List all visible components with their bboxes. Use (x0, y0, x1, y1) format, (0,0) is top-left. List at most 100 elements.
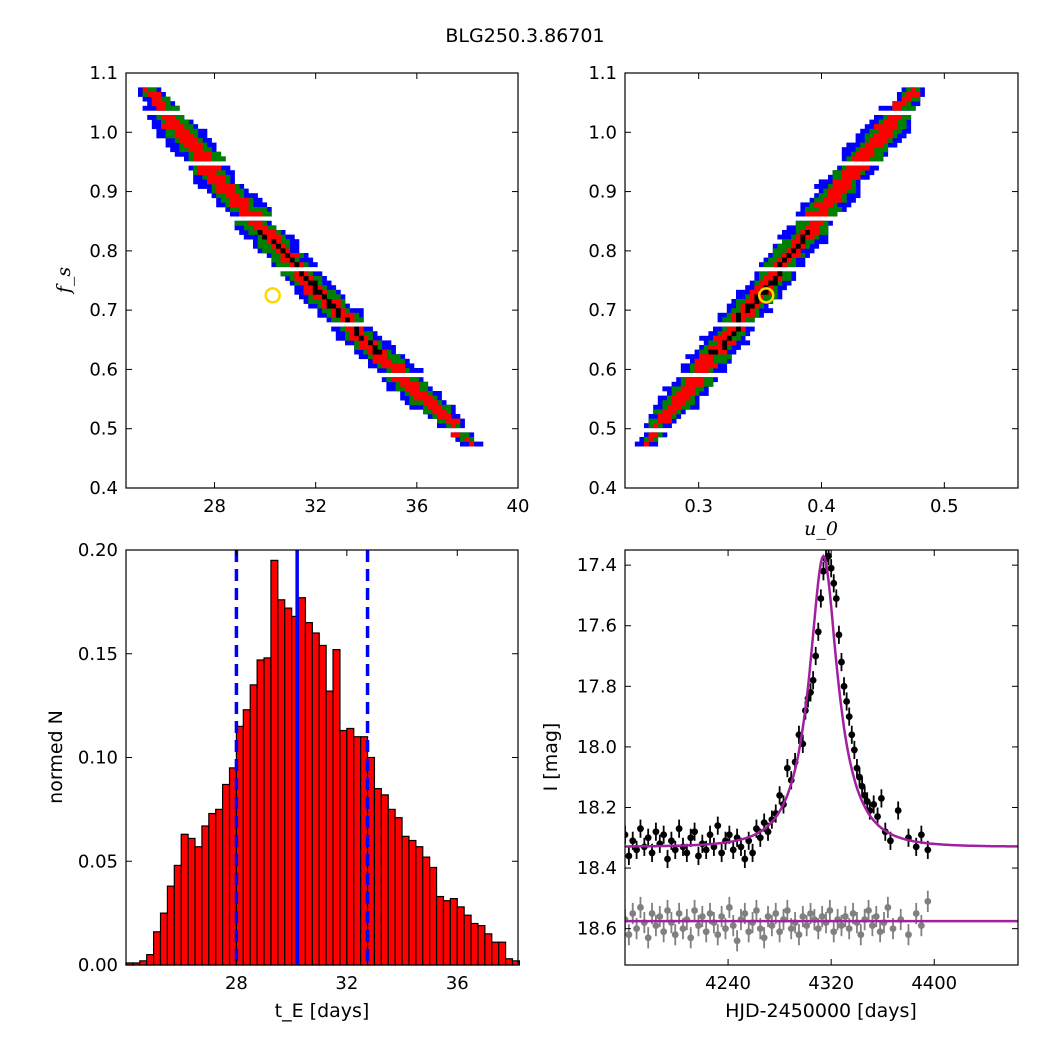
p4-ytick-label: 18.6 (577, 919, 617, 940)
p2-contour-outer-cell (846, 197, 852, 203)
data-point (814, 925, 822, 933)
p1-contour-inner-cell (230, 197, 235, 203)
p1-contour-mid-cell (216, 151, 222, 157)
p2-contour-mid-cell (731, 335, 737, 341)
p3-ytick-label: 0.10 (78, 748, 118, 769)
p1-contour-outer-cell (460, 423, 465, 429)
p1-contour-outer-cell (243, 188, 249, 194)
p4-xtick-label: 4240 (705, 973, 751, 994)
p2-contour-inner-cell (680, 395, 686, 401)
p2-contour-inner-cell (740, 312, 746, 318)
p1-contour-outer-cell (354, 308, 360, 314)
hist-bar (194, 846, 203, 966)
p1-contour-mid-cell (335, 294, 341, 300)
data-point (741, 910, 749, 917)
p1-contour-mid-cell (427, 391, 433, 396)
p4-ytick-label: 17.6 (577, 616, 617, 637)
p1-contour-outer-cell (294, 248, 300, 254)
p2-contour-core-cell (745, 303, 751, 309)
p2-contour-inner-cell (713, 335, 718, 341)
p2-contour-inner-cell (832, 197, 838, 203)
p2-contour-mid-cell (837, 207, 843, 212)
p2-contour-inner-cell (754, 285, 760, 291)
p2-contour-outer-cell (906, 119, 912, 125)
p2-contour-mid-cell (662, 404, 668, 410)
p2-contour-inner-cell (864, 142, 870, 148)
p2-contour-mid-cell (763, 271, 769, 277)
p1-contour-mid-cell (423, 381, 429, 387)
p1-contour-inner-cell (358, 331, 364, 337)
p2-contour-mid-cell (713, 354, 718, 360)
p1-contour-inner-cell (441, 409, 447, 415)
p2-contour-outer-cell (841, 147, 847, 153)
p1-contour-inner-cell (170, 115, 176, 120)
p2-contour-inner-cell (851, 170, 856, 176)
p1-contour-inner-cell (207, 174, 212, 180)
p2-contour-outer-cell (860, 133, 866, 139)
p2-contour-mid-cell (878, 119, 884, 125)
p1-contour-core-cell (312, 285, 318, 291)
p2-contour-outer-cell (736, 345, 741, 350)
p1-contour-outer-cell (174, 147, 180, 153)
p1-contour-mid-cell (400, 386, 406, 392)
p1-contour-outer-cell (234, 211, 240, 217)
p1-contour-mid-cell (331, 317, 337, 323)
p1-contour-outer-cell (257, 197, 263, 203)
p1-contour-mid-cell (280, 239, 286, 245)
p2-contour-outer-cell (874, 119, 879, 125)
p2-contour-outer-cell (726, 308, 732, 314)
p2-contour-mid-cell (676, 409, 682, 415)
p1-contour-inner-cell (446, 418, 452, 424)
p1-contour-core-cell (308, 280, 314, 286)
p2-contour-outer-cell (906, 124, 912, 130)
p1-contour-outer-cell (317, 271, 323, 277)
p1-contour-mid-cell (262, 248, 268, 254)
p1-contour-mid-cell (253, 207, 258, 212)
p1-contour-mid-cell (303, 262, 309, 268)
p1-contour-outer-cell (230, 170, 235, 176)
p1-contour-mid-cell (271, 257, 277, 263)
p2-contour-mid-cell (897, 128, 902, 134)
p2-contour-core-cell (795, 243, 801, 249)
p1-contour-outer-cell (285, 276, 291, 281)
p1-contour-core-cell (326, 303, 332, 309)
p2-contour-inner-cell (708, 354, 714, 360)
p2-contour-mid-cell (708, 340, 714, 346)
data-point (795, 931, 803, 939)
p1-contour-inner-cell (427, 404, 433, 410)
p1-contour-outer-cell (363, 354, 369, 360)
data-point (783, 907, 791, 914)
p2-contour-inner-cell (768, 271, 774, 277)
p2-contour-mid-cell (795, 230, 801, 235)
p1-contour-inner-cell (193, 156, 199, 162)
p1-contour-outer-cell (326, 317, 332, 323)
p1-contour-outer-cell (170, 138, 176, 143)
p2-contour-inner-cell (685, 381, 691, 387)
p1-contour-inner-cell (308, 276, 314, 281)
p2-contour-mid-cell (906, 105, 912, 111)
p2-contour-outer-cell (874, 165, 879, 171)
p1-contour-inner-cell (423, 391, 429, 396)
p1-contour-inner-cell (381, 363, 387, 369)
p2-contour-outer-cell (910, 101, 916, 107)
p1-contour-inner-cell (280, 257, 286, 263)
p1-contour-inner-cell (216, 188, 222, 194)
p2-contour-inner-cell (676, 404, 682, 410)
p1-contour-mid-cell (354, 340, 360, 346)
p1-contour-outer-cell (202, 138, 208, 143)
p2-contour-inner-cell (823, 211, 829, 217)
p2-contour-mid-cell (818, 193, 824, 199)
p1-contour-mid-cell (179, 119, 185, 125)
p2-contour-mid-cell (841, 197, 847, 203)
p2-contour-inner-cell (828, 197, 833, 203)
p2-contour-mid-cell (685, 400, 691, 406)
p1-contour-core-cell (372, 349, 378, 355)
p1-contour-core-cell (312, 280, 318, 286)
p2-contour-mid-cell (676, 386, 682, 392)
p2-contour-inner-cell (690, 377, 695, 383)
p1-contour-mid-cell (151, 87, 157, 93)
p2-contour-mid-cell (717, 331, 723, 337)
p2-contour-outer-cell (694, 349, 700, 355)
p2-contour-outer-cell (745, 331, 751, 337)
p2-contour-outer-cell (782, 234, 787, 240)
